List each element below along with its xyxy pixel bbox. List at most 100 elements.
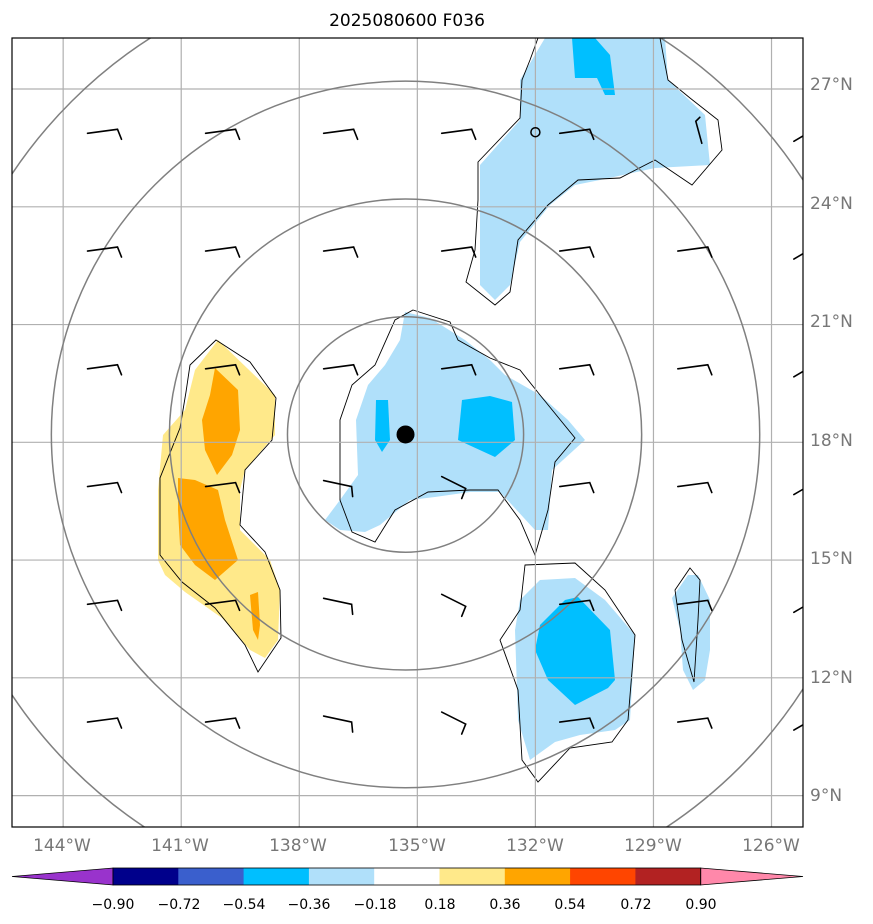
orange-core-west-upper bbox=[202, 368, 240, 475]
wind-barbs bbox=[86, 116, 803, 735]
wind-barb bbox=[322, 363, 359, 376]
colorbar-labels: −0.90 −0.72 −0.54 −0.36 −0.18 0.18 0.36 … bbox=[92, 897, 717, 913]
wind-barb bbox=[558, 717, 595, 729]
lon-tick-label: 126°W bbox=[742, 836, 800, 856]
wind-barb bbox=[204, 481, 241, 494]
wind-barb bbox=[322, 597, 354, 616]
wind-barb bbox=[677, 363, 713, 376]
colorbar-segment bbox=[570, 868, 636, 885]
wind-barb bbox=[793, 252, 803, 260]
colorbar-segment bbox=[243, 868, 310, 885]
range-ring bbox=[50, 80, 761, 789]
wind-barb bbox=[322, 246, 359, 258]
colorbar-label: −0.90 bbox=[92, 897, 135, 913]
wind-barb bbox=[86, 481, 123, 494]
colorbar-label: 0.36 bbox=[489, 897, 520, 913]
wind-barb bbox=[86, 363, 123, 376]
wind-barb bbox=[322, 128, 359, 141]
colorbar-label: 0.90 bbox=[685, 897, 716, 913]
wind-barb bbox=[793, 370, 803, 378]
wind-barb bbox=[86, 128, 123, 141]
shaded-regions bbox=[158, 38, 710, 760]
wind-barb bbox=[204, 246, 241, 258]
lat-tick-labels: 27°N 24°N 21°N 18°N 15°N 12°N 9°N bbox=[810, 75, 853, 806]
wind-barb bbox=[204, 599, 241, 612]
wind-barb bbox=[86, 246, 123, 258]
blue-core-northeast bbox=[572, 38, 615, 95]
wind-barb bbox=[694, 116, 703, 145]
wind-barb bbox=[322, 715, 354, 733]
colorbar-label: 0.72 bbox=[620, 897, 651, 913]
map-frame bbox=[11, 37, 804, 828]
colorbar-segment bbox=[374, 868, 440, 885]
wind-barb bbox=[440, 363, 477, 376]
wind-barb bbox=[793, 135, 803, 143]
wind-barb bbox=[322, 479, 354, 498]
lon-tick-label: 129°W bbox=[624, 836, 682, 856]
wind-barb bbox=[793, 488, 803, 496]
wind-barb bbox=[558, 481, 595, 494]
colorbar-label: −0.36 bbox=[288, 897, 331, 913]
lat-tick-label: 15°N bbox=[810, 549, 853, 569]
colorbar-segment bbox=[439, 868, 506, 885]
wind-barb bbox=[204, 363, 241, 376]
lon-tick-labels: 144°W 141°W 138°W 135°W 132°W 129°W 126°… bbox=[33, 836, 800, 856]
wind-barb bbox=[440, 711, 467, 735]
colorbar-extend-high bbox=[700, 867, 804, 886]
colorbar-extend-low bbox=[11, 867, 114, 886]
lon-tick-label: 138°W bbox=[269, 836, 327, 856]
wind-barb bbox=[677, 599, 713, 612]
wind-barb bbox=[558, 128, 595, 141]
colorbar-segment bbox=[178, 868, 245, 885]
colorbar-label: −0.18 bbox=[354, 897, 397, 913]
lon-tick-label: 132°W bbox=[506, 836, 564, 856]
contour-lines bbox=[159, 38, 723, 783]
colorbar-segment bbox=[635, 868, 702, 885]
secondary-center-marker bbox=[530, 126, 541, 138]
blue-region-northeast bbox=[480, 38, 710, 300]
wind-barb bbox=[204, 717, 241, 729]
lat-tick-label: 12°N bbox=[810, 668, 853, 688]
wind-barb bbox=[86, 599, 123, 612]
colorbar-segment bbox=[504, 868, 571, 885]
gridlines bbox=[12, 38, 803, 827]
colorbar-outline bbox=[112, 867, 702, 886]
colorbar-label: 0.54 bbox=[554, 897, 585, 913]
wind-barb bbox=[440, 128, 477, 141]
wind-barb bbox=[558, 363, 595, 376]
orange-core-west-lower bbox=[178, 478, 238, 580]
wind-barb bbox=[793, 606, 803, 614]
wind-barb bbox=[440, 475, 467, 500]
blue-region-center bbox=[325, 312, 585, 532]
wind-barb bbox=[677, 481, 713, 494]
lat-tick-label: 18°N bbox=[810, 431, 853, 451]
wind-barb bbox=[440, 593, 467, 618]
colorbar bbox=[11, 867, 804, 886]
wind-barb bbox=[558, 599, 595, 612]
lon-tick-label: 135°W bbox=[388, 836, 446, 856]
map-title: 2025080600 F036 bbox=[329, 11, 485, 31]
range-ring bbox=[286, 315, 525, 553]
colorbar-label: −0.72 bbox=[158, 897, 201, 913]
wind-barb bbox=[558, 246, 595, 258]
wind-barb bbox=[677, 246, 713, 258]
range-ring bbox=[168, 198, 643, 671]
colorbar-label: −0.54 bbox=[223, 897, 266, 913]
wind-barb bbox=[793, 723, 803, 731]
lat-tick-label: 27°N bbox=[810, 75, 853, 95]
colorbar-segment bbox=[113, 868, 179, 885]
lon-tick-label: 141°W bbox=[151, 836, 209, 856]
colorbar-segment bbox=[308, 868, 375, 885]
wind-barb bbox=[86, 717, 123, 729]
storm-center-marker bbox=[396, 425, 415, 444]
wind-barb bbox=[204, 128, 241, 141]
wind-barb bbox=[440, 246, 477, 258]
lat-tick-label: 9°N bbox=[810, 786, 842, 806]
lat-tick-label: 24°N bbox=[810, 194, 853, 214]
blue-core-center-left bbox=[375, 400, 390, 452]
lon-tick-label: 144°W bbox=[33, 836, 91, 856]
colorbar-label: 0.18 bbox=[424, 897, 455, 913]
